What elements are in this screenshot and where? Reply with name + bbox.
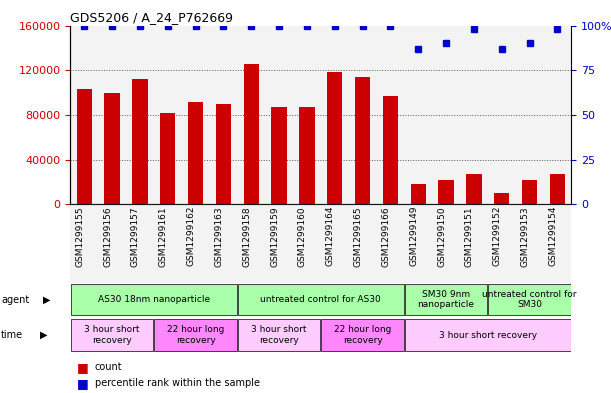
Text: ■: ■ bbox=[76, 361, 88, 374]
Bar bbox=[181, 204, 210, 283]
Bar bbox=[438, 180, 454, 204]
Bar bbox=[126, 204, 154, 283]
Text: 22 hour long
recovery: 22 hour long recovery bbox=[167, 325, 224, 345]
Bar bbox=[488, 284, 571, 315]
Bar bbox=[154, 26, 181, 204]
Bar bbox=[494, 193, 510, 204]
Bar bbox=[98, 204, 126, 283]
Text: GSM1299158: GSM1299158 bbox=[242, 206, 251, 266]
Bar bbox=[293, 204, 321, 283]
Bar bbox=[237, 204, 265, 283]
Bar bbox=[265, 204, 293, 283]
Text: GSM1299161: GSM1299161 bbox=[159, 206, 167, 266]
Bar bbox=[293, 26, 321, 204]
Bar bbox=[327, 72, 342, 204]
Bar bbox=[321, 26, 349, 204]
Text: GSM1299165: GSM1299165 bbox=[354, 206, 362, 266]
Bar bbox=[237, 26, 265, 204]
Bar bbox=[321, 320, 404, 351]
Bar bbox=[411, 184, 426, 204]
Bar bbox=[271, 107, 287, 204]
Bar bbox=[181, 26, 210, 204]
Bar bbox=[550, 174, 565, 204]
Text: percentile rank within the sample: percentile rank within the sample bbox=[95, 378, 260, 388]
Bar bbox=[70, 26, 98, 204]
Bar bbox=[160, 113, 175, 204]
Bar bbox=[238, 284, 404, 315]
Bar bbox=[543, 26, 571, 204]
Bar bbox=[210, 204, 237, 283]
Bar bbox=[405, 284, 487, 315]
Bar bbox=[188, 101, 203, 204]
Text: untreated control for
SM30: untreated control for SM30 bbox=[482, 290, 577, 309]
Bar bbox=[376, 26, 404, 204]
Text: count: count bbox=[95, 362, 122, 373]
Text: GSM1299164: GSM1299164 bbox=[326, 206, 335, 266]
Text: GSM1299154: GSM1299154 bbox=[548, 206, 557, 266]
Text: untreated control for AS30: untreated control for AS30 bbox=[260, 295, 381, 304]
Text: time: time bbox=[1, 330, 23, 340]
Bar bbox=[404, 26, 432, 204]
Bar bbox=[376, 204, 404, 283]
Text: GSM1299163: GSM1299163 bbox=[214, 206, 224, 266]
Text: GSM1299160: GSM1299160 bbox=[298, 206, 307, 266]
Text: GSM1299162: GSM1299162 bbox=[186, 206, 196, 266]
Bar bbox=[70, 204, 98, 283]
Bar bbox=[466, 174, 481, 204]
Bar bbox=[516, 26, 543, 204]
Bar bbox=[349, 26, 376, 204]
Text: ■: ■ bbox=[76, 376, 88, 390]
Bar bbox=[71, 320, 153, 351]
Bar bbox=[104, 93, 120, 204]
Bar bbox=[126, 26, 154, 204]
Text: 3 hour short
recovery: 3 hour short recovery bbox=[84, 325, 140, 345]
Text: SM30 9nm
nanoparticle: SM30 9nm nanoparticle bbox=[417, 290, 475, 309]
Bar bbox=[154, 204, 181, 283]
Text: GSM1299149: GSM1299149 bbox=[409, 206, 418, 266]
Text: GDS5206 / A_24_P762669: GDS5206 / A_24_P762669 bbox=[70, 11, 233, 24]
Text: 3 hour short recovery: 3 hour short recovery bbox=[439, 331, 537, 340]
Bar bbox=[488, 204, 516, 283]
Text: GSM1299153: GSM1299153 bbox=[521, 206, 530, 266]
Bar bbox=[238, 320, 320, 351]
Bar bbox=[76, 89, 92, 204]
Bar bbox=[488, 26, 516, 204]
Text: GSM1299157: GSM1299157 bbox=[131, 206, 140, 266]
Bar bbox=[516, 204, 543, 283]
Text: GSM1299156: GSM1299156 bbox=[103, 206, 112, 266]
Text: AS30 18nm nanoparticle: AS30 18nm nanoparticle bbox=[98, 295, 210, 304]
Text: GSM1299150: GSM1299150 bbox=[437, 206, 446, 266]
Bar bbox=[355, 77, 370, 204]
Text: GSM1299155: GSM1299155 bbox=[75, 206, 84, 266]
Bar bbox=[216, 104, 231, 204]
Text: GSM1299152: GSM1299152 bbox=[492, 206, 502, 266]
Text: ▶: ▶ bbox=[40, 330, 47, 340]
Bar bbox=[405, 320, 571, 351]
Bar bbox=[132, 79, 147, 204]
Bar bbox=[265, 26, 293, 204]
Bar bbox=[244, 64, 259, 204]
Text: ▶: ▶ bbox=[43, 295, 50, 305]
Text: 22 hour long
recovery: 22 hour long recovery bbox=[334, 325, 391, 345]
Bar bbox=[349, 204, 376, 283]
Bar bbox=[210, 26, 237, 204]
Bar bbox=[522, 180, 537, 204]
Text: GSM1299159: GSM1299159 bbox=[270, 206, 279, 266]
Bar bbox=[432, 26, 460, 204]
Bar bbox=[71, 284, 236, 315]
Text: GSM1299151: GSM1299151 bbox=[465, 206, 474, 266]
Bar bbox=[98, 26, 126, 204]
Text: agent: agent bbox=[1, 295, 29, 305]
Bar bbox=[299, 107, 315, 204]
Bar bbox=[432, 204, 460, 283]
Bar bbox=[155, 320, 236, 351]
Bar bbox=[460, 26, 488, 204]
Text: GSM1299166: GSM1299166 bbox=[381, 206, 390, 266]
Bar bbox=[321, 204, 349, 283]
Bar bbox=[404, 204, 432, 283]
Bar bbox=[382, 96, 398, 204]
Bar bbox=[460, 204, 488, 283]
Text: 3 hour short
recovery: 3 hour short recovery bbox=[251, 325, 307, 345]
Bar bbox=[543, 204, 571, 283]
